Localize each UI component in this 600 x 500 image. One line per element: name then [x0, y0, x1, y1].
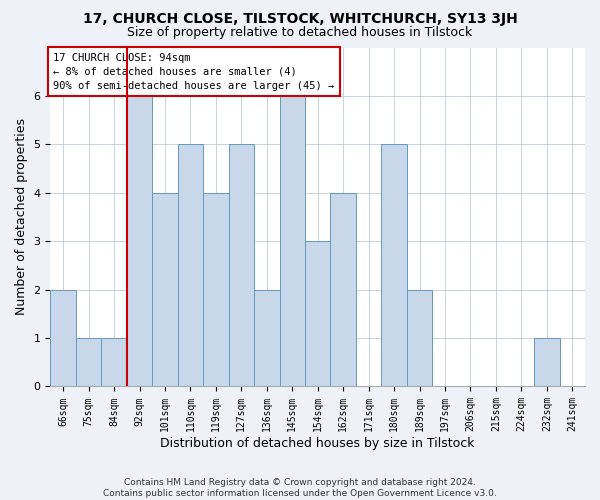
Y-axis label: Number of detached properties: Number of detached properties — [15, 118, 28, 316]
Text: 17, CHURCH CLOSE, TILSTOCK, WHITCHURCH, SY13 3JH: 17, CHURCH CLOSE, TILSTOCK, WHITCHURCH, … — [83, 12, 517, 26]
Bar — [407, 290, 432, 386]
Bar — [280, 96, 305, 386]
Bar — [50, 290, 76, 386]
Bar — [331, 193, 356, 386]
Bar — [101, 338, 127, 386]
Text: Size of property relative to detached houses in Tilstock: Size of property relative to detached ho… — [127, 26, 473, 39]
Bar — [534, 338, 560, 386]
Bar — [127, 96, 152, 386]
Bar — [178, 144, 203, 386]
Text: Contains HM Land Registry data © Crown copyright and database right 2024.
Contai: Contains HM Land Registry data © Crown c… — [103, 478, 497, 498]
Bar — [152, 193, 178, 386]
Bar — [76, 338, 101, 386]
X-axis label: Distribution of detached houses by size in Tilstock: Distribution of detached houses by size … — [160, 437, 475, 450]
Bar — [305, 241, 331, 386]
Bar — [203, 193, 229, 386]
Text: 17 CHURCH CLOSE: 94sqm
← 8% of detached houses are smaller (4)
90% of semi-detac: 17 CHURCH CLOSE: 94sqm ← 8% of detached … — [53, 52, 334, 90]
Bar — [229, 144, 254, 386]
Bar — [382, 144, 407, 386]
Bar — [254, 290, 280, 386]
